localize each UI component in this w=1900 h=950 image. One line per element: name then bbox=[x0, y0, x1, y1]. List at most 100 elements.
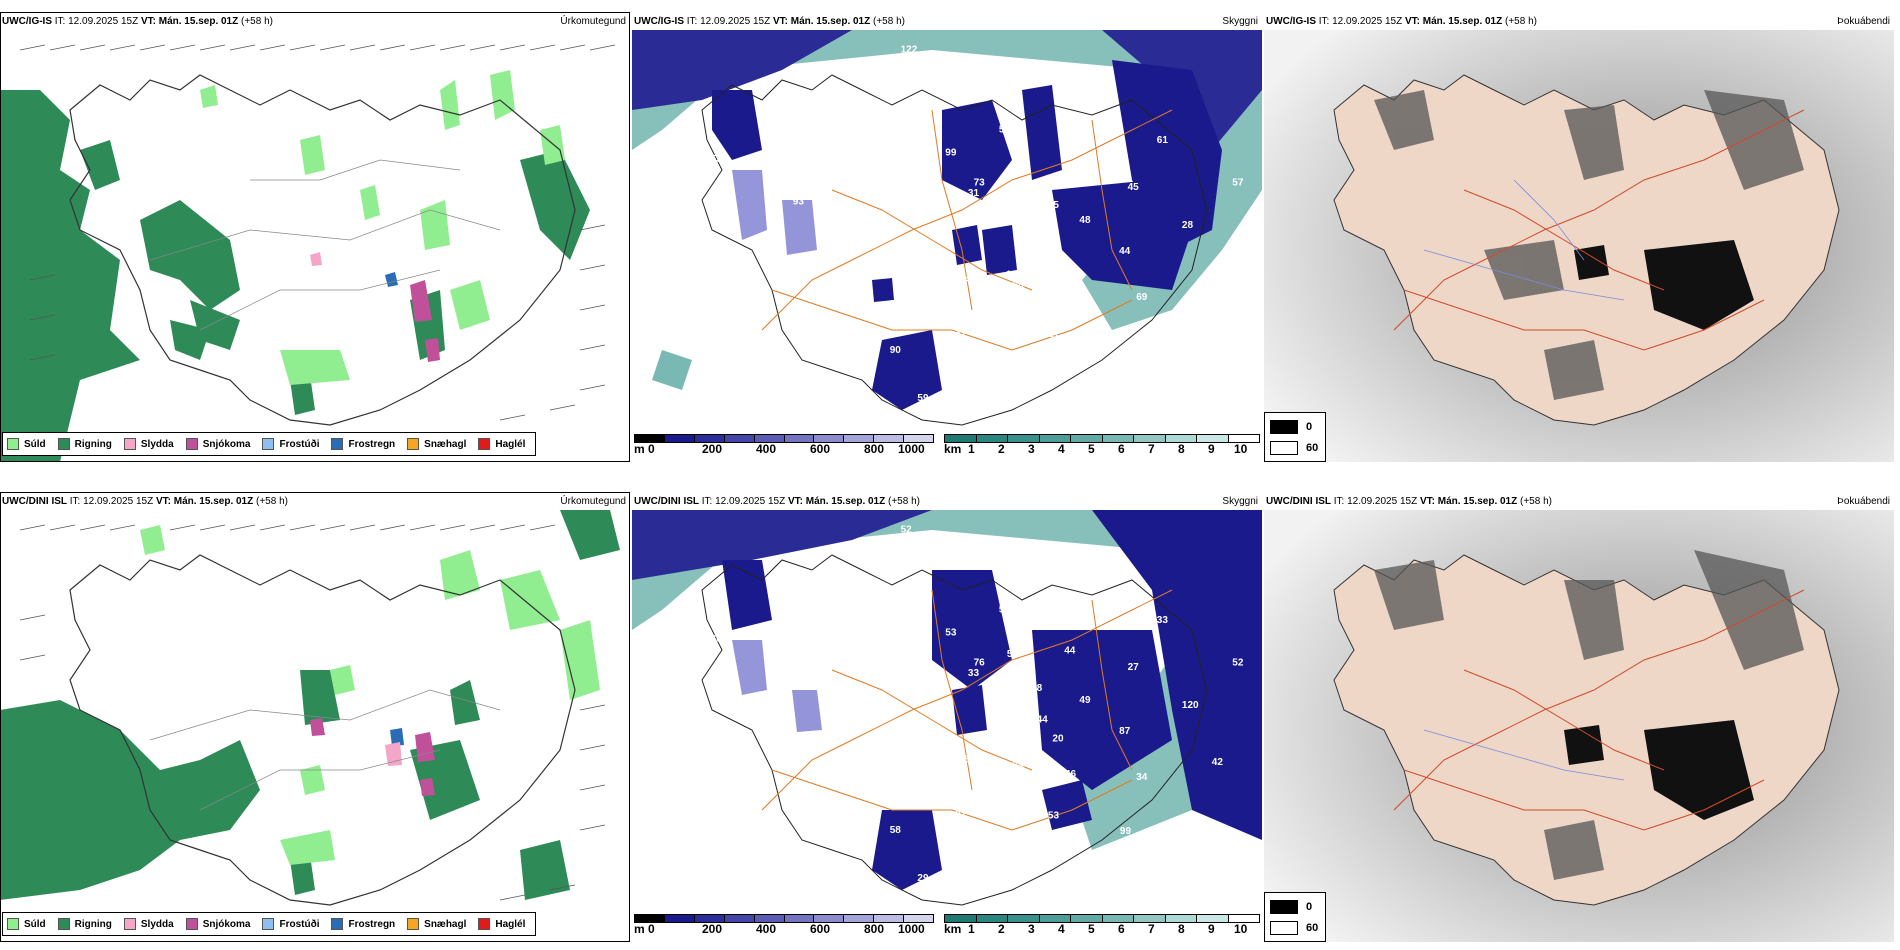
visibility-value-label: 76 bbox=[974, 657, 986, 668]
visibility-value-label: 30 bbox=[809, 340, 821, 351]
visibility-value-label: 104 bbox=[920, 179, 937, 190]
scale-tick: 400 bbox=[756, 442, 777, 456]
visibility-value-label: 32 bbox=[963, 81, 975, 92]
visibility-value-label: 49 bbox=[1079, 695, 1091, 706]
visibility-panel-bottom: UWC/DINI ISL IT: 12.09.2025 15Z VT: Mán.… bbox=[632, 492, 1262, 942]
fog-legend: 0 60 bbox=[1264, 892, 1326, 942]
visibility-value-label: 38 bbox=[1055, 67, 1067, 78]
visibility-value-label: 99 bbox=[809, 820, 821, 831]
visibility-value-label: 23 bbox=[913, 199, 925, 210]
visibility-value-label: 28 bbox=[1182, 220, 1194, 231]
fog-map bbox=[1264, 30, 1894, 462]
precip-legend: Súld Rigning Slydda Snjókoma Frostúði Fr… bbox=[2, 912, 536, 936]
it-label: IT: bbox=[54, 16, 66, 27]
visibility-value-label: 56 bbox=[964, 755, 976, 766]
visibility-value-label: 85 bbox=[828, 293, 840, 304]
visibility-value-label: 53 bbox=[945, 628, 957, 639]
visibility-value-label: 34 bbox=[1013, 760, 1025, 771]
vt-value: Mán. 15.sep. 01Z bbox=[158, 16, 239, 27]
legend-item: Haglél bbox=[478, 438, 525, 450]
visibility-value-label: 55 bbox=[999, 605, 1011, 616]
visibility-value-label: 28 bbox=[998, 848, 1010, 859]
visibility-value-label: 52 bbox=[1232, 657, 1244, 668]
visibility-value-label: 41 bbox=[955, 330, 967, 341]
legend-item: Snjókoma bbox=[185, 918, 250, 930]
visibility-value-label: 48 bbox=[1079, 215, 1091, 226]
visibility-value-label: 85 bbox=[864, 635, 876, 646]
visibility-value-label: 28 bbox=[1212, 277, 1224, 288]
visibility-value-label: 28 bbox=[930, 296, 942, 307]
legend-item: Rigning bbox=[57, 438, 112, 450]
legend-item: Frostregn bbox=[331, 438, 395, 450]
legend-item: Súld bbox=[7, 918, 46, 930]
panel-title-fog: Þokuábendi bbox=[1837, 16, 1890, 27]
fog-panel-bottom: UWC/DINI ISL IT: 12.09.2025 15Z VT: Mán.… bbox=[1264, 492, 1894, 942]
visibility-value-label: 28 bbox=[897, 594, 909, 605]
visibility-map: 3389336260481258420445544524990534642448… bbox=[632, 510, 1262, 942]
precip-panel-bottom: UWC/DINI ISL IT: 12.09.2025 15Z VT: Mán.… bbox=[0, 492, 630, 942]
visibility-value-label: 33 bbox=[827, 91, 839, 102]
visibility-value-label: 40 bbox=[727, 311, 739, 322]
legend-item: Snjókoma bbox=[185, 438, 250, 450]
visibility-value-label: 44 bbox=[1064, 645, 1076, 656]
visibility-value-label: 42 bbox=[767, 266, 779, 277]
visibility-value-label: 52 bbox=[901, 525, 913, 536]
visibility-value-label: 66 bbox=[897, 114, 909, 125]
visibility-value-label: 48 bbox=[1031, 683, 1043, 694]
lead-time: (+58 h) bbox=[241, 16, 273, 27]
visibility-value-label: 60 bbox=[886, 703, 898, 714]
visibility-value-label: 106 bbox=[871, 218, 888, 229]
visibility-value-label: 92 bbox=[963, 561, 975, 572]
visibility-value-label: 20 bbox=[1052, 734, 1064, 745]
fog-map bbox=[1264, 510, 1894, 942]
legend-item: Snæhagl bbox=[407, 438, 466, 450]
visibility-value-label: 128 bbox=[1006, 270, 1023, 281]
visibility-value-label: 125 bbox=[940, 767, 957, 778]
visibility-value-label: 32 bbox=[1074, 118, 1086, 129]
visibility-value-label: 54 bbox=[940, 287, 952, 298]
visibility-value-label: 81 bbox=[955, 810, 967, 821]
visibility-value-label: 55 bbox=[1007, 649, 1019, 660]
visibility-value-label: 120 bbox=[1182, 700, 1199, 711]
precip-map bbox=[0, 30, 630, 462]
visibility-value-label: 23 bbox=[901, 745, 913, 756]
visibility-value-label: 62 bbox=[723, 218, 735, 229]
visibility-value-label: 33 bbox=[1020, 712, 1032, 723]
visibility-value-label: 45 bbox=[1128, 182, 1140, 193]
visibility-value-label: 72 bbox=[1064, 165, 1076, 176]
visibility-value-label: 52 bbox=[862, 674, 874, 685]
height-scale: m 0 200 400 600 800 1000 bbox=[634, 914, 934, 940]
visibility-value-label: 52 bbox=[916, 260, 928, 271]
visibility-value-label: 29 bbox=[998, 368, 1010, 379]
scale-tick: 600 bbox=[810, 442, 831, 456]
visibility-value-label: 89 bbox=[916, 740, 928, 751]
visibility-value-label: 57 bbox=[1232, 177, 1244, 188]
panel-header: UWC/DINI ISL IT: 12.09.2025 15Z VT: Mán.… bbox=[1266, 496, 1552, 507]
visibility-value-label: 90 bbox=[890, 779, 902, 790]
visibility-value-label: 82 bbox=[1031, 203, 1043, 214]
visibility-value-label: 134 bbox=[1065, 878, 1082, 889]
visibility-value-label: 39 bbox=[793, 677, 805, 688]
visibility-value-label: 32 bbox=[727, 791, 739, 802]
panel-header: UWC/DINI ISL IT: 12.09.2025 15Z VT: Mán.… bbox=[634, 496, 920, 507]
visibility-value-label: 68 bbox=[1013, 280, 1025, 291]
visibility-value-label: 40 bbox=[828, 773, 840, 784]
visibility-value-label: 46 bbox=[1065, 769, 1077, 780]
visibility-value-label: 42 bbox=[1020, 232, 1032, 243]
visibility-value-label: 31 bbox=[968, 188, 980, 199]
visibility-scale: km 1 2 3 4 5 6 7 8 9 10 bbox=[944, 434, 1260, 460]
fog-legend-light: 60 bbox=[1306, 442, 1319, 454]
visibility-value-label: 42 bbox=[823, 716, 835, 727]
legend-item: Haglél bbox=[478, 918, 525, 930]
visibility-value-label: 46 bbox=[995, 301, 1007, 312]
scale-unit: m bbox=[634, 442, 645, 456]
precip-panel-top: UWC/IG-IS IT: 12.09.2025 15Z VT: Mán. 15… bbox=[0, 12, 630, 462]
legend-item: Súld bbox=[7, 438, 46, 450]
visibility-value-label: 34 bbox=[1136, 772, 1148, 783]
visibility-value-label: 73 bbox=[974, 177, 986, 188]
scale-tick: 200 bbox=[702, 442, 723, 456]
visibility-value-label: 48 bbox=[662, 737, 674, 748]
visibility-value-label: 29 bbox=[917, 873, 929, 884]
visibility-value-label: 49 bbox=[1120, 346, 1132, 357]
visibility-value-label: 51 bbox=[890, 299, 902, 310]
